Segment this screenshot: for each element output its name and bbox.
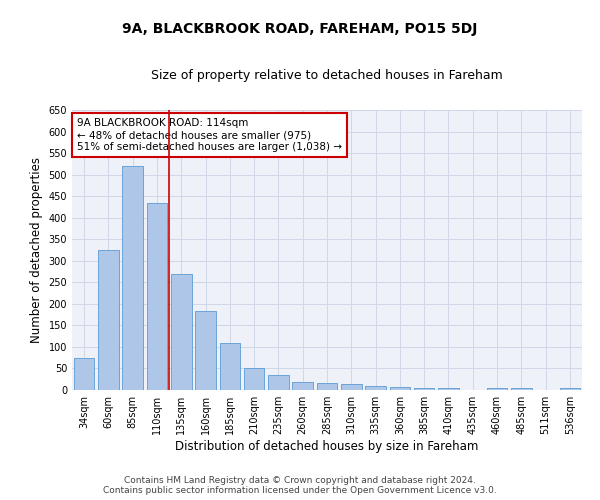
Text: Contains HM Land Registry data © Crown copyright and database right 2024.
Contai: Contains HM Land Registry data © Crown c… <box>103 476 497 495</box>
Bar <box>268 375 289 390</box>
Bar <box>511 388 532 390</box>
Bar <box>220 342 240 390</box>
X-axis label: Distribution of detached houses by size in Fareham: Distribution of detached houses by size … <box>175 440 479 453</box>
Title: Size of property relative to detached houses in Fareham: Size of property relative to detached ho… <box>151 70 503 82</box>
Bar <box>244 368 265 390</box>
Bar <box>146 202 167 390</box>
Bar <box>414 388 434 390</box>
Bar <box>365 386 386 390</box>
Bar <box>317 382 337 390</box>
Bar <box>389 386 410 390</box>
Bar <box>487 388 508 390</box>
Text: 9A, BLACKBROOK ROAD, FAREHAM, PO15 5DJ: 9A, BLACKBROOK ROAD, FAREHAM, PO15 5DJ <box>122 22 478 36</box>
Bar <box>292 382 313 390</box>
Y-axis label: Number of detached properties: Number of detached properties <box>30 157 43 343</box>
Bar <box>195 311 216 390</box>
Bar <box>560 388 580 390</box>
Bar <box>74 358 94 390</box>
Bar <box>98 250 119 390</box>
Bar <box>438 388 459 390</box>
Text: 9A BLACKBROOK ROAD: 114sqm
← 48% of detached houses are smaller (975)
51% of sem: 9A BLACKBROOK ROAD: 114sqm ← 48% of deta… <box>77 118 342 152</box>
Bar <box>122 166 143 390</box>
Bar <box>341 384 362 390</box>
Bar <box>171 274 191 390</box>
